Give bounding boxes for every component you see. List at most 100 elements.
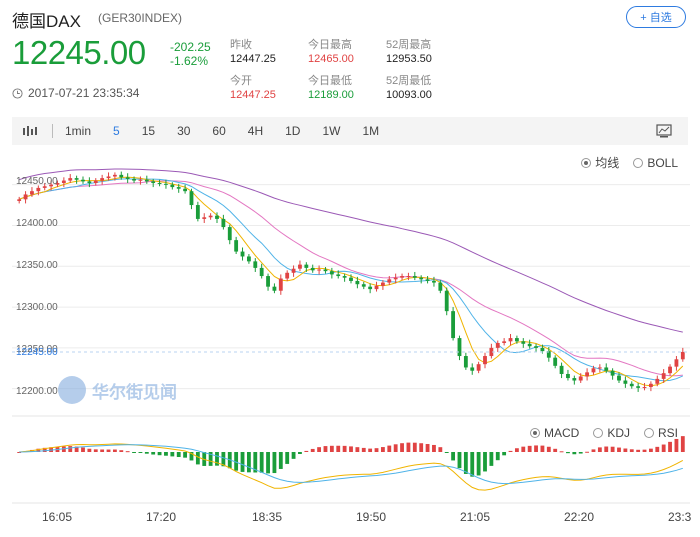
legend-ma[interactable]: 均线: [581, 154, 619, 171]
macd-bar: [527, 445, 532, 452]
legend-kdj[interactable]: KDJ: [593, 426, 630, 440]
macd-bar: [259, 452, 264, 473]
stat-value: 12447.25: [230, 89, 276, 101]
stat-value: 12465.00: [308, 53, 354, 65]
radio-macd[interactable]: [529, 428, 540, 438]
candle-body: [591, 368, 596, 373]
candle-body: [444, 290, 449, 312]
macd-bar: [387, 445, 392, 452]
radio-boll[interactable]: [633, 157, 644, 168]
candlestick-icon[interactable]: [22, 125, 38, 137]
period-1d[interactable]: 1D: [285, 124, 301, 138]
candle-body: [419, 277, 424, 280]
macd-bar: [215, 452, 219, 466]
stat-52w-low: 52周最低 10093.00: [386, 74, 432, 102]
add-watchlist-button[interactable]: + 自选: [626, 6, 686, 28]
macd-bar: [406, 442, 411, 452]
macd-bar: [457, 452, 462, 469]
macd-bar: [342, 445, 347, 452]
price-chart[interactable]: [0, 147, 700, 537]
clock-icon: [12, 87, 23, 99]
y-tick-label: 12350.00: [16, 260, 58, 271]
period-5[interactable]: 5: [113, 124, 120, 138]
period-1w[interactable]: 1W: [322, 124, 341, 138]
macd-bar: [323, 446, 328, 452]
candle-body: [329, 271, 334, 275]
macd-bar: [132, 452, 136, 453]
macd-bar: [291, 452, 296, 459]
period-1min[interactable]: 1min: [65, 124, 92, 138]
macd-bar: [164, 452, 168, 456]
candle-body: [412, 276, 417, 278]
candle-body: [642, 387, 647, 389]
y-tick-label: 12450.00: [16, 176, 58, 187]
candle-body: [221, 218, 226, 228]
macd-bar: [170, 452, 175, 457]
period-1m[interactable]: 1M: [362, 124, 380, 138]
macd-bar: [253, 452, 258, 473]
candle-body: [566, 373, 570, 379]
legend-macd[interactable]: MACD: [529, 426, 579, 440]
candle-body: [380, 282, 385, 286]
change-percent: -1.62%: [170, 54, 209, 68]
period-30[interactable]: 30: [177, 124, 191, 138]
legend-boll[interactable]: BOLL: [633, 154, 678, 171]
candle-body: [55, 183, 60, 185]
candle-body: [144, 179, 149, 182]
macd-bar: [419, 443, 424, 452]
fullscreen-chart-icon[interactable]: [656, 124, 672, 138]
timestamp: 2017-07-21 23:35:34: [12, 86, 139, 100]
candle-body: [425, 279, 430, 281]
macd-bar: [444, 452, 449, 453]
macd-bar: [508, 450, 513, 452]
candle-body: [661, 373, 666, 379]
stat-value: 10093.00: [386, 89, 432, 101]
candle-body: [438, 282, 443, 291]
candle-body: [361, 284, 366, 287]
candle-body: [470, 367, 475, 371]
candle-body: [648, 383, 653, 388]
candle-body: [176, 187, 181, 189]
macd-bar: [151, 452, 156, 455]
candle-body: [597, 367, 602, 369]
period-60[interactable]: 60: [212, 124, 226, 138]
macd-bar: [668, 441, 672, 452]
macd-bar: [93, 449, 98, 452]
radio-rsi[interactable]: [643, 428, 654, 438]
y-tick-label: 12250.00: [16, 344, 58, 355]
last-price: 12245.00: [12, 34, 146, 71]
macd-bar: [125, 451, 130, 453]
candle-body: [125, 177, 130, 179]
macd-bar: [572, 452, 577, 455]
sub-indicator-legend: MACD KDJ RSI: [529, 426, 678, 440]
stat-label: 52周最高: [386, 39, 432, 51]
candle-body: [476, 364, 481, 371]
candle-body: [23, 194, 28, 200]
ma20-line: [19, 180, 683, 377]
watermark-text: 华尔街见闻: [92, 382, 177, 402]
candle-body: [508, 338, 513, 342]
period-15[interactable]: 15: [141, 124, 156, 138]
macd-bar: [317, 447, 322, 452]
macd-bar: [119, 450, 124, 452]
candle-body: [317, 269, 322, 271]
radio-kdj[interactable]: [593, 428, 604, 438]
x-tick-label: 18:35: [252, 510, 283, 524]
candle-body: [74, 178, 79, 180]
candle-body: [578, 376, 583, 381]
legend-rsi[interactable]: RSI: [643, 426, 678, 440]
candle-body: [629, 383, 634, 387]
macd-bar: [559, 451, 564, 453]
candle-body: [17, 199, 22, 201]
price-change: -202.25 -1.62%: [170, 40, 211, 68]
watermark-logo-icon: [58, 376, 86, 404]
macd-bar: [623, 448, 628, 452]
candle-body: [246, 256, 251, 262]
period-4h[interactable]: 4H: [247, 124, 264, 138]
current-price-tag: 12245.00: [16, 347, 58, 358]
candle-body: [604, 367, 609, 371]
candle-body: [42, 186, 47, 188]
radio-ma[interactable]: [581, 157, 592, 168]
candle-body: [527, 343, 532, 347]
macd-bar: [534, 445, 538, 452]
